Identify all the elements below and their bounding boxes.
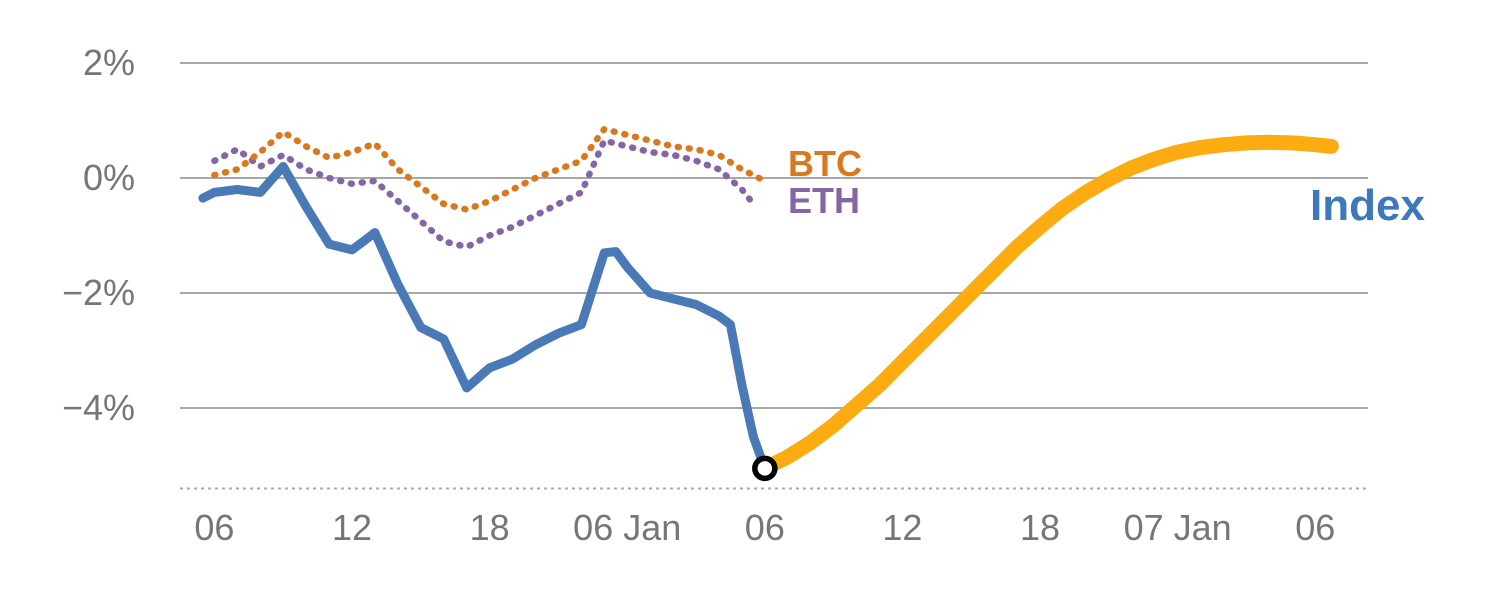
x-tick-label: 06 <box>1295 507 1335 548</box>
series-path-eth <box>211 137 759 251</box>
x-tick-label: 12 <box>332 507 372 548</box>
btc-series-label: BTC <box>788 143 862 184</box>
eth-series-label: ETH <box>788 180 860 221</box>
x-tick-label: 18 <box>470 507 510 548</box>
low-point-marker <box>752 455 778 482</box>
y-tick-label: −4% <box>62 387 135 428</box>
series-path-index <box>198 162 770 473</box>
y-tick-label: 2% <box>83 42 135 83</box>
x-tick-label: 06 <box>194 507 234 548</box>
y-tick-label: 0% <box>83 157 135 198</box>
x-tick-label: 12 <box>882 507 922 548</box>
x-tick-label: 07 Jan <box>1124 507 1232 548</box>
x-tick-label: 18 <box>1020 507 1060 548</box>
series-path-btc <box>211 125 769 213</box>
index-series-label: Index <box>1310 181 1425 230</box>
series-path-forecast <box>757 134 1339 476</box>
y-tick-label: −2% <box>62 272 135 313</box>
x-tick-label: 06 <box>745 507 785 548</box>
x-tick-label: 06 Jan <box>573 507 681 548</box>
